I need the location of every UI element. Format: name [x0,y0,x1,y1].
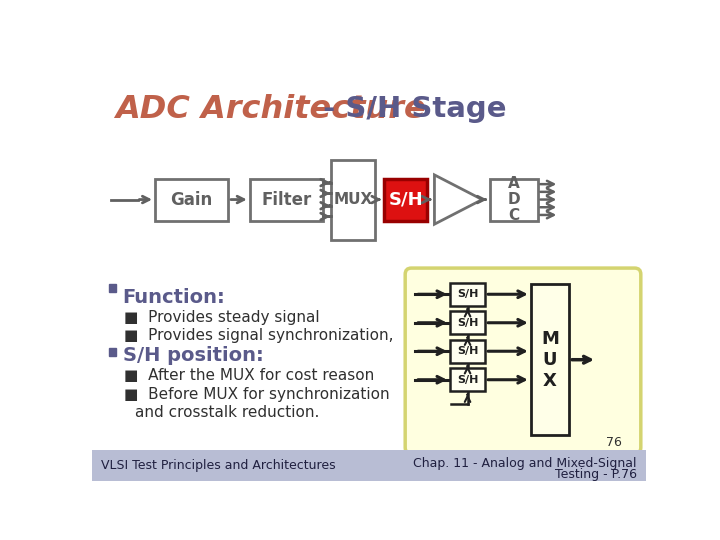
Text: - S/H Stage: - S/H Stage [312,96,506,124]
Bar [109,284,117,292]
Text: S/H: S/H [457,318,478,328]
Bar [450,311,485,334]
Text: Gain: Gain [171,191,212,208]
Text: Function:: Function: [122,288,225,307]
Text: ■  Provides signal synchronization,: ■ Provides signal synchronization, [124,328,394,343]
FancyBboxPatch shape [405,268,641,454]
Text: 76: 76 [606,436,622,449]
Text: ADC Architecture: ADC Architecture [115,94,426,125]
Polygon shape [434,175,482,224]
Bar [450,340,485,363]
Bar [490,179,538,221]
Text: M
U
X: M U X [541,330,559,389]
Bar [450,368,485,392]
Text: VLSI Test Principles and Architectures: VLSI Test Principles and Architectures [101,458,336,472]
Text: S/H position:: S/H position: [122,346,264,365]
Bar [109,348,117,356]
Text: S/H: S/H [457,375,478,384]
Text: MUX: MUX [333,192,372,207]
Text: ■  After the MUX for cost reason: ■ After the MUX for cost reason [124,368,374,383]
Text: ■  Before MUX for synchronization: ■ Before MUX for synchronization [124,387,390,402]
Text: A
D
C: A D C [508,177,520,222]
Text: S/H: S/H [388,191,423,208]
Bar [384,179,427,221]
Text: S/H: S/H [457,289,478,299]
Bar [330,159,375,240]
Text: Filter: Filter [261,191,311,208]
Bar [250,179,323,221]
Text: ■  Provides steady signal: ■ Provides steady signal [124,309,320,325]
Bar [531,284,570,435]
Text: Testing - P.76: Testing - P.76 [555,468,637,481]
Text: and crosstalk reduction.: and crosstalk reduction. [135,405,319,420]
Bar [92,450,647,481]
Bar [155,179,228,221]
Text: Chap. 11 - Analog and Mixed-Signal: Chap. 11 - Analog and Mixed-Signal [413,457,637,470]
Text: S/H: S/H [457,346,478,356]
Bar [450,283,485,306]
